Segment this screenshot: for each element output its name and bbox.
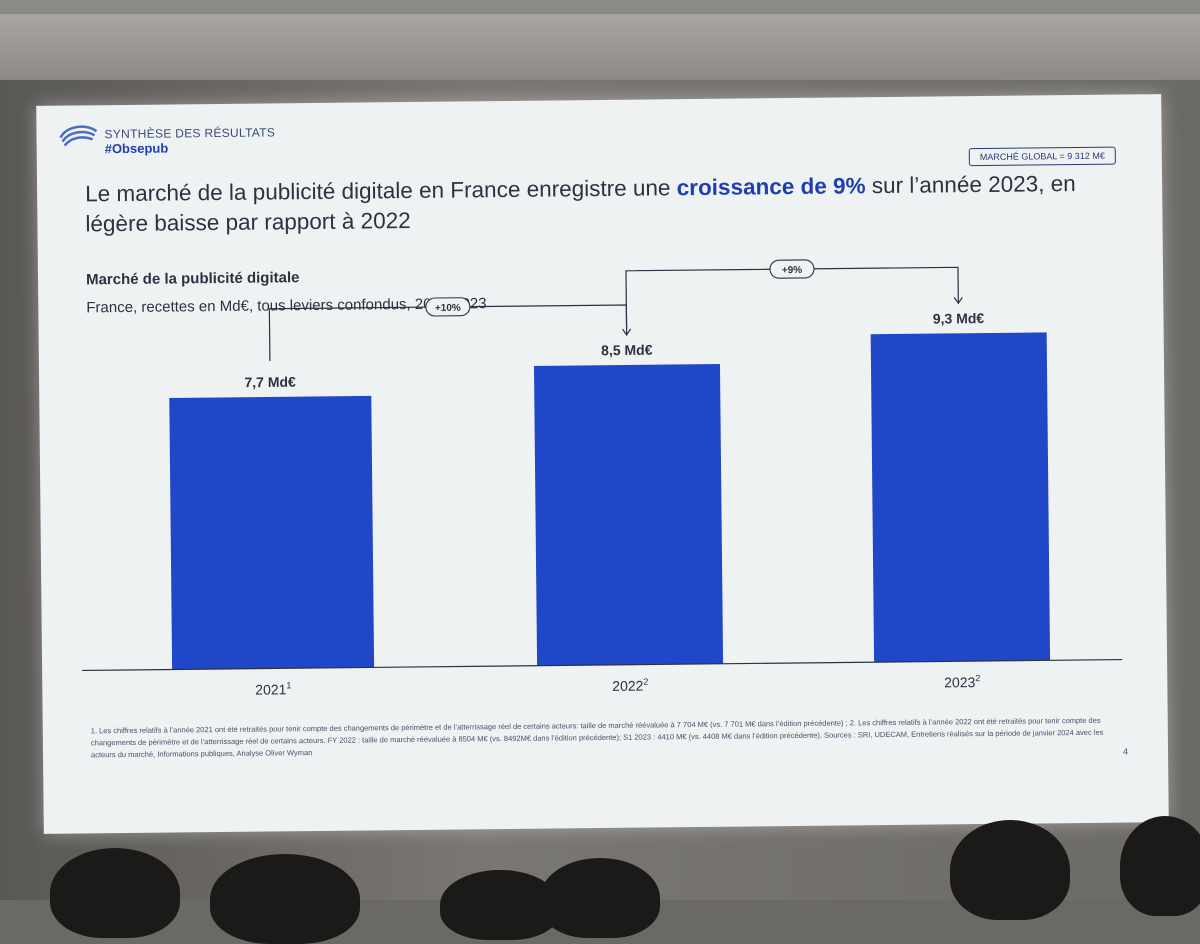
bar-chart: 7,7 Md€ 20211 8,5 Md€ 20222 9,3 Md€ 20232 +10%… bbox=[82, 259, 1123, 698]
category-label-2021: 20211 bbox=[255, 680, 291, 697]
bar-2023 bbox=[870, 332, 1051, 663]
obsepub-logo-icon bbox=[59, 125, 98, 147]
value-label-2021: 7,7 Md€ bbox=[244, 374, 296, 391]
value-label-2023: 9,3 Md€ bbox=[933, 310, 985, 327]
audience bbox=[0, 816, 1200, 944]
presentation-slide: SYNTHÈSE DES RÉSULTATS #Obsepub MARCHÉ G… bbox=[36, 94, 1169, 834]
value-label-2022: 8,5 Md€ bbox=[601, 342, 653, 359]
x-axis bbox=[82, 658, 1123, 672]
bar-2022 bbox=[533, 364, 724, 666]
growth-label-2023: +9% bbox=[782, 265, 803, 276]
category-label-2022: 20222 bbox=[612, 677, 648, 694]
growth-pill-2022 bbox=[425, 297, 471, 317]
growth-arrowhead-2022 bbox=[622, 328, 632, 337]
page-number: 4 bbox=[1122, 746, 1129, 757]
projector-screen-housing bbox=[0, 14, 1200, 83]
bar-2021 bbox=[169, 395, 375, 670]
growth-pill-2023 bbox=[769, 259, 815, 279]
growth-arrowhead-2023 bbox=[953, 296, 963, 305]
growth-label-2022: +10% bbox=[435, 303, 461, 314]
category-label-2023: 20232 bbox=[944, 673, 980, 690]
